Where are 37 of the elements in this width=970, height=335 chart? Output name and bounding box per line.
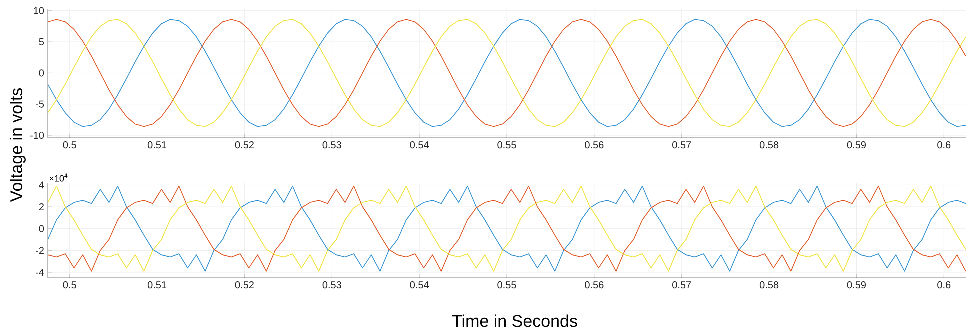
x-tick-label: 0.56	[585, 282, 604, 289]
y-tick-label: -4	[36, 269, 44, 276]
x-tick-label: 0.53	[322, 282, 342, 289]
x-tick-label: 0.6	[938, 142, 951, 149]
x-tick-label: 0.55	[498, 142, 516, 149]
y-tick-label: 4	[39, 182, 44, 189]
x-tick-label: 0.58	[760, 142, 779, 149]
x-tick-label: 0.54	[410, 142, 430, 149]
y-tick-label: 0	[39, 70, 44, 77]
x-tick-label: 0.52	[235, 142, 254, 149]
x-axis-title: Time in Seconds	[452, 314, 578, 328]
y-axis-title: Voltage in volts	[10, 88, 26, 202]
x-tick-label: 0.53	[322, 142, 342, 149]
line-series	[48, 186, 966, 272]
x-tick-label: 0.51	[148, 142, 167, 149]
x-tick-label: 0.6	[938, 282, 951, 289]
y-tick-label: 10	[34, 7, 44, 14]
y-tick-label: 0	[39, 225, 44, 232]
y-tick-label: -5	[36, 100, 44, 108]
x-tick-label: 0.57	[672, 142, 692, 149]
x-tick-label: 0.59	[847, 282, 866, 289]
x-tick-label: 0.56	[585, 142, 604, 149]
x-tick-label: 0.55	[498, 282, 516, 289]
text: ×10$^{4}$	[50, 174, 68, 182]
x-tick-label: 0.58	[760, 282, 779, 289]
y-tick-label: 2	[39, 204, 44, 211]
x-tick-label: 0.52	[235, 282, 254, 289]
line-series	[48, 19, 966, 128]
x-tick-label: 0.5	[63, 282, 76, 289]
x-tick-label: 0.59	[847, 142, 866, 149]
y-tick-label: -2	[36, 247, 44, 254]
y-tick-label: -10	[30, 132, 44, 140]
x-tick-label: 0.51	[148, 282, 167, 289]
x-tick-label: 0.54	[410, 282, 430, 289]
x-tick-label: 0.5	[63, 142, 76, 149]
y-tick-label: 5	[39, 38, 44, 46]
x-tick-label: 0.57	[672, 282, 692, 289]
